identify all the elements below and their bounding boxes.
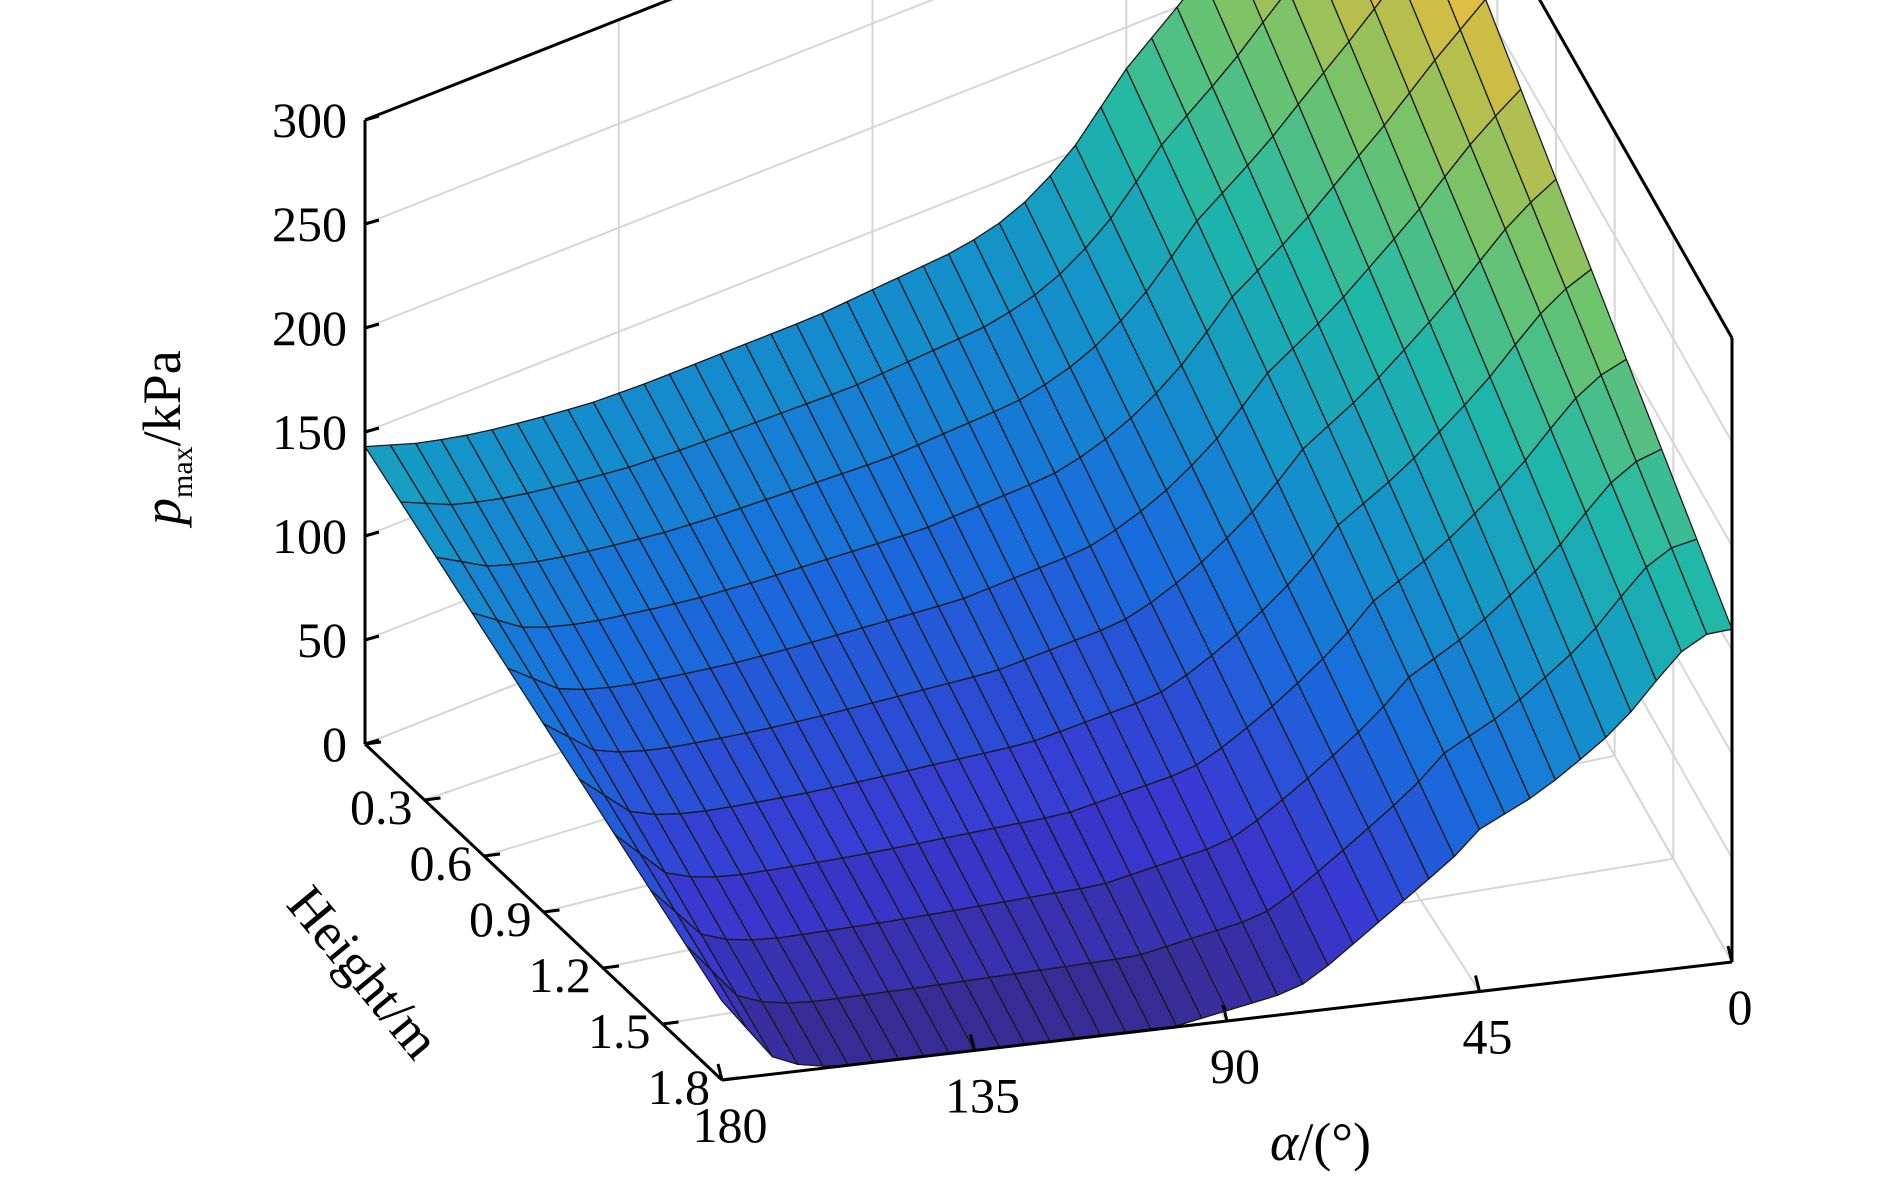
z-tick-label: 300 <box>272 92 347 148</box>
z-tick-label: 0 <box>322 716 347 772</box>
x-tick <box>1726 945 1734 963</box>
top-back-edge-line <box>364 0 673 122</box>
z-tick <box>364 114 380 122</box>
x-tick-label: 45 <box>1463 1009 1513 1065</box>
y-tick <box>721 1076 739 1082</box>
z-tick <box>364 426 380 434</box>
y-tick <box>424 796 441 802</box>
z-tick <box>364 530 380 538</box>
top-right-edge-line <box>1538 0 1734 339</box>
y-tick-label: 1.5 <box>588 1003 651 1059</box>
z-tick-label: 200 <box>272 300 347 356</box>
y-axis-label: Height/m <box>276 874 452 1070</box>
x-tick <box>1474 975 1481 992</box>
x-tick <box>716 1063 724 1081</box>
y-tick <box>483 852 501 858</box>
z-tick-label: 50 <box>297 612 347 668</box>
surface-patch <box>1670 538 1733 635</box>
z-tick <box>364 634 380 642</box>
z-tick-label: 100 <box>272 508 347 564</box>
z-tick <box>364 322 380 330</box>
x-tick <box>969 1034 976 1051</box>
x-tick-label: 90 <box>1210 1038 1260 1094</box>
y-tick <box>543 908 560 914</box>
y-tick <box>602 964 620 970</box>
y-tick-label: 0.9 <box>469 891 532 947</box>
x-tick <box>1221 1004 1229 1022</box>
y-tick <box>662 1020 679 1026</box>
x-axis-label: α/(°) <box>1270 1112 1371 1172</box>
y-tick-label: 0.6 <box>410 835 473 891</box>
y-tick-label: 0.3 <box>350 779 413 835</box>
y-tick-label: 1.2 <box>529 947 592 1003</box>
tick-marks <box>364 114 1734 1082</box>
y-tick <box>364 740 382 746</box>
z-tick-label: 150 <box>272 404 347 460</box>
z-axis-label: pmax/kPa <box>132 350 199 529</box>
y-tick-label: 1.8 <box>648 1059 711 1115</box>
z-tick-label: 250 <box>272 196 347 252</box>
z-tick <box>364 218 380 226</box>
x-tick-label: 180 <box>693 1097 768 1153</box>
x-tick-label: 0 <box>1728 979 1753 1035</box>
surface-mesh <box>364 0 1733 1067</box>
x-tick-label: 135 <box>945 1068 1020 1124</box>
